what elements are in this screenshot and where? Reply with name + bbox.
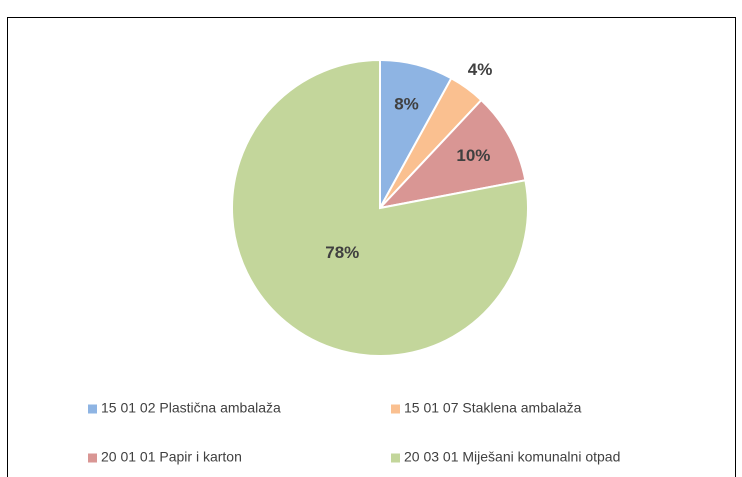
legend-label: 20 03 01 Miješani komunalni otpad (404, 449, 620, 465)
legend-swatch (88, 404, 97, 414)
legend-label: 20 01 01 Papir i karton (101, 449, 242, 465)
pie-slice (377, 98, 527, 210)
data-label: 4% (468, 60, 493, 79)
legend-swatch (391, 453, 400, 463)
legend-label: 15 01 02 Plastična ambalaža (101, 400, 281, 416)
legend-label: 15 01 07 Staklena ambalaža (404, 400, 582, 416)
pie-slice (231, 58, 529, 357)
data-label: 8% (394, 94, 419, 113)
data-label: 78% (325, 243, 359, 262)
legend-swatch (88, 453, 97, 463)
legend-swatch (391, 404, 400, 414)
data-label: 10% (456, 146, 490, 165)
